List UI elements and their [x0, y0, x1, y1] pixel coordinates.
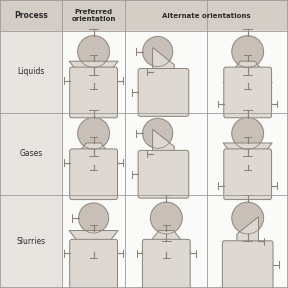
- Text: Process: Process: [14, 11, 48, 20]
- Bar: [125, 31, 207, 113]
- Text: Slurries: Slurries: [16, 237, 46, 246]
- Bar: [125, 195, 207, 288]
- Ellipse shape: [232, 36, 264, 67]
- Text: Gases: Gases: [19, 149, 43, 158]
- Bar: [207, 195, 288, 288]
- FancyBboxPatch shape: [143, 239, 190, 288]
- Polygon shape: [237, 217, 259, 266]
- FancyBboxPatch shape: [70, 149, 118, 200]
- Ellipse shape: [232, 118, 264, 149]
- Ellipse shape: [78, 118, 109, 149]
- FancyBboxPatch shape: [224, 67, 272, 118]
- Ellipse shape: [232, 202, 264, 234]
- FancyBboxPatch shape: [224, 149, 272, 200]
- Polygon shape: [69, 143, 118, 165]
- Polygon shape: [153, 129, 174, 178]
- Bar: [207, 113, 288, 195]
- Polygon shape: [223, 61, 272, 83]
- Bar: [62, 113, 125, 195]
- FancyBboxPatch shape: [70, 239, 118, 288]
- Bar: [0, 0, 288, 31]
- Ellipse shape: [143, 37, 173, 67]
- Ellipse shape: [79, 203, 109, 233]
- Polygon shape: [69, 230, 118, 252]
- Text: Preferred
orientation: Preferred orientation: [71, 9, 116, 22]
- Bar: [62, 195, 125, 288]
- Text: Liquids: Liquids: [17, 67, 45, 77]
- Ellipse shape: [150, 202, 182, 234]
- FancyBboxPatch shape: [70, 67, 118, 118]
- Polygon shape: [223, 143, 272, 165]
- FancyBboxPatch shape: [138, 69, 189, 116]
- Bar: [207, 31, 288, 113]
- Bar: [62, 31, 125, 113]
- Polygon shape: [69, 61, 118, 83]
- Ellipse shape: [78, 36, 109, 67]
- Bar: [125, 113, 207, 195]
- Polygon shape: [142, 230, 191, 252]
- Bar: [0, 31, 62, 288]
- Polygon shape: [153, 48, 174, 96]
- FancyBboxPatch shape: [222, 241, 273, 288]
- FancyBboxPatch shape: [138, 150, 189, 198]
- Text: Alternate orientations: Alternate orientations: [162, 13, 251, 18]
- Ellipse shape: [143, 118, 173, 148]
